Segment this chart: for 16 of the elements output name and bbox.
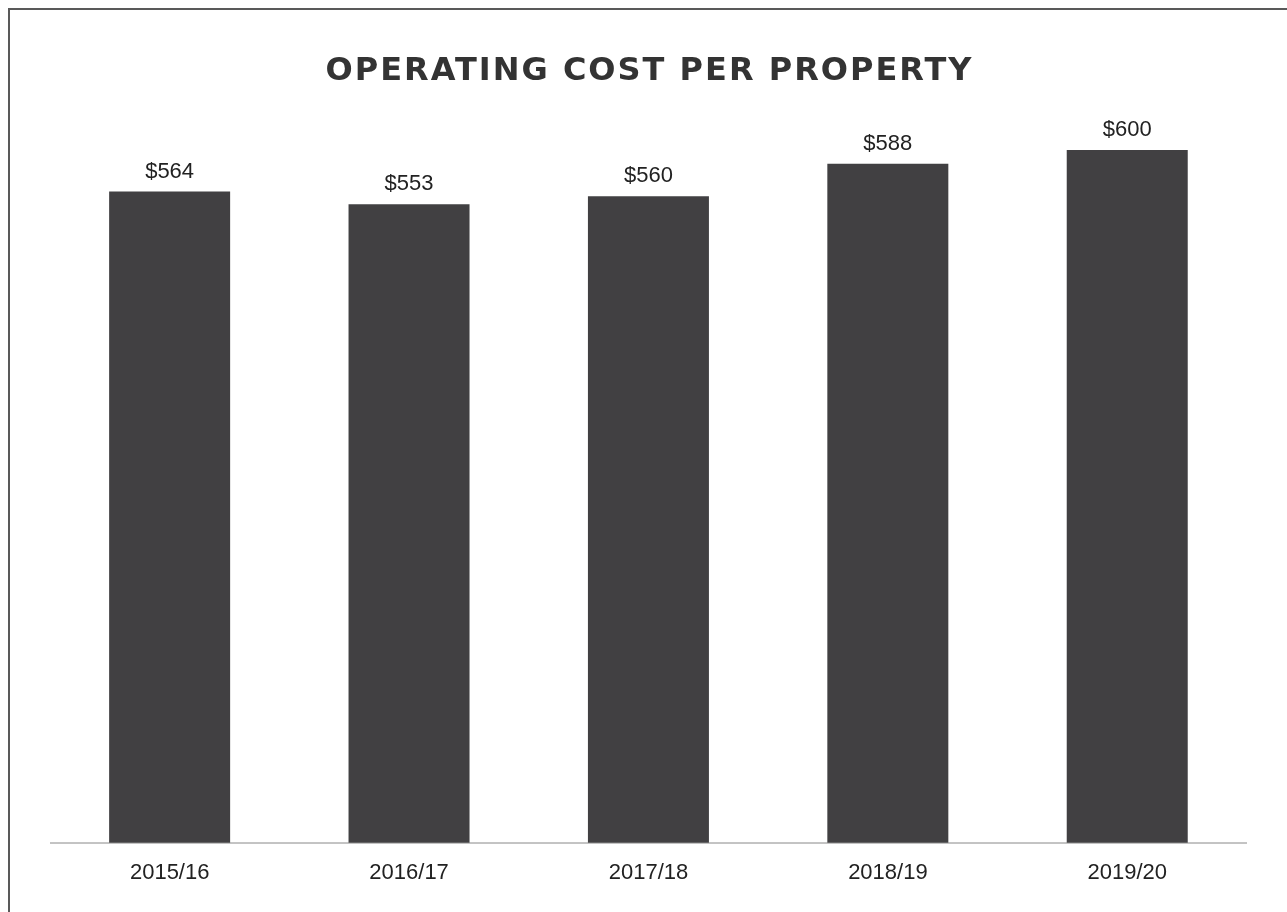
data-label: $564 (145, 157, 195, 183)
data-label: $560 (623, 162, 673, 188)
x-tick-label: 2019/20 (1087, 858, 1168, 884)
chart-title: OPERATING COST PER PROPERTY (324, 50, 975, 88)
bar (109, 191, 231, 843)
x-tick-label: 2018/19 (848, 858, 928, 884)
x-tick-label: 2015/16 (129, 858, 210, 884)
x-tick-label: 2016/17 (369, 858, 449, 884)
bar (348, 204, 470, 843)
data-label: $588 (863, 129, 913, 155)
data-label: $600 (1102, 116, 1152, 141)
x-tick-label: 2017/18 (608, 858, 689, 884)
data-label: $553 (384, 170, 434, 196)
bar (587, 196, 709, 843)
bar (1066, 150, 1188, 843)
bar (827, 163, 949, 843)
